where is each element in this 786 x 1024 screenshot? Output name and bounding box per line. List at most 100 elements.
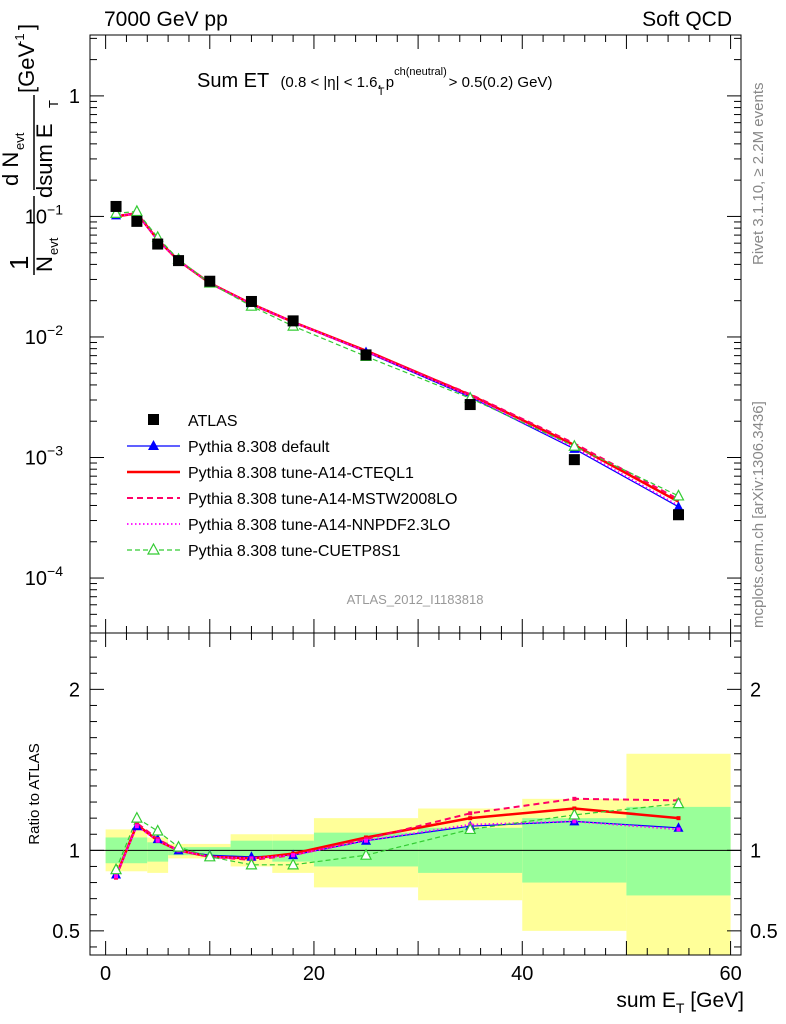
legend-cteql1: Pythia 8.308 tune-A14-CTEQL1 bbox=[127, 465, 414, 482]
main-y-tick-label-2: 10−2 bbox=[25, 322, 63, 349]
ratio-y-tick-label-left-1: 1 bbox=[69, 840, 80, 862]
ratio-point-mstw-9 bbox=[572, 796, 577, 801]
legend-nnpdf: Pythia 8.308 tune-A14-NNPDF2.3LO bbox=[127, 517, 450, 534]
xlabel-sub: T bbox=[676, 1000, 685, 1016]
ratio-y-tick-label-left-2: 0.5 bbox=[52, 921, 80, 943]
main-point-atlas-4 bbox=[204, 275, 216, 287]
title-sup: ch(neutral) bbox=[394, 66, 447, 78]
main-point-atlas-6 bbox=[287, 315, 299, 327]
title-eta-post: | < 1.6, p bbox=[336, 74, 395, 91]
main-y-ticks: 110−110−210−310−4 bbox=[25, 37, 741, 627]
legend-atlas-marker bbox=[148, 414, 159, 425]
main-point-atlas-9 bbox=[568, 454, 580, 466]
ylabel-t: T bbox=[46, 100, 61, 108]
ratio-point-nnpdf-10 bbox=[676, 827, 681, 832]
ratio-point-cuetp8s1-8 bbox=[464, 822, 477, 835]
ratio-point-nnpdf-1 bbox=[134, 824, 139, 829]
main-y-tick-label-base-1: 10 bbox=[25, 206, 47, 228]
main-point-atlas-10 bbox=[673, 509, 685, 521]
main-curves bbox=[115, 210, 680, 508]
ratio-series-line-nnpdf bbox=[115, 820, 679, 877]
main-point-atlas-5 bbox=[245, 295, 257, 307]
ratio-point-cuetp8s1-6 bbox=[287, 858, 300, 870]
ratio-point-cuetp8s1-2 bbox=[151, 824, 164, 836]
xlabel-main: sum E bbox=[616, 989, 676, 1012]
main-point-atlas-1 bbox=[131, 215, 143, 227]
ratio-points bbox=[110, 796, 685, 880]
ylabel-dn-evt: evt bbox=[12, 132, 27, 150]
legend-atlas: ATLAS bbox=[148, 413, 238, 430]
analysis-watermark: ATLAS_2012_I1183818 bbox=[347, 592, 484, 607]
main-y-tick-label-base-4: 10 bbox=[25, 568, 47, 590]
main-point-cuetp8s1-0 bbox=[110, 206, 123, 218]
ratio-y-label: Ratio to ATLAS bbox=[26, 743, 43, 844]
main-y-tick-label-exp-3: −3 bbox=[47, 443, 63, 459]
title-eta: η bbox=[327, 74, 335, 91]
legend-default-label: Pythia 8.308 default bbox=[188, 439, 330, 456]
main-point-atlas-0 bbox=[110, 200, 122, 212]
legend: ATLAS Pythia 8.308 default Pythia 8.308 … bbox=[127, 413, 457, 560]
ratio-x-ticks: 0 20 40 60 bbox=[100, 633, 742, 985]
legend-nnpdf-label: Pythia 8.308 tune-A14-NNPDF2.3LO bbox=[188, 517, 450, 534]
main-point-cuetp8s1-1 bbox=[130, 204, 143, 217]
ratio-x-tick-label-1: 20 bbox=[303, 963, 325, 985]
title-sub: T bbox=[378, 86, 385, 98]
legend-cuetp8s1-label: Pythia 8.308 tune-CUETP8S1 bbox=[188, 543, 401, 560]
legend-mstw: Pythia 8.308 tune-A14-MSTW2008LO bbox=[127, 491, 457, 508]
ratio-point-cuetp8s1-3 bbox=[172, 840, 185, 852]
header-energy-label: 7000 GeV pp bbox=[104, 8, 228, 31]
legend-cuetp8s1-marker bbox=[146, 542, 161, 555]
title-eta-pre: (0.8 < | bbox=[280, 74, 327, 91]
plot-title: Sum ET (0.8 < |η| < 1.6, pch(neutral) T >… bbox=[197, 66, 552, 98]
ratio-point-cteql1-10 bbox=[676, 816, 681, 821]
main-point-atlas-2 bbox=[152, 238, 164, 250]
ratio-y-tick-label-left-0: 2 bbox=[69, 679, 80, 701]
main-y-tick-label-exp-4: −4 bbox=[47, 563, 63, 579]
legend-mstw-label: Pythia 8.308 tune-A14-MSTW2008LO bbox=[188, 491, 457, 508]
ratio-point-cuetp8s1-4 bbox=[203, 850, 216, 862]
header-category-label: Soft QCD bbox=[642, 8, 732, 31]
main-y-tick-label-0: 1 bbox=[69, 86, 80, 108]
ratio-point-mstw-1 bbox=[134, 820, 139, 825]
ratio-point-default-10 bbox=[673, 822, 684, 832]
main-point-cuetp8s1-9 bbox=[568, 439, 581, 451]
ratio-y-tick-label-right-1: 1 bbox=[750, 840, 761, 862]
ylabel-minus1: -1 bbox=[12, 33, 27, 45]
ratio-y-ticks: 2 2 1 1 0.5 0.5 bbox=[52, 640, 778, 948]
main-series-line-default bbox=[115, 213, 679, 508]
main-y-tick-label-3: 10−3 bbox=[25, 443, 63, 470]
main-y-tick-label-base-3: 10 bbox=[25, 448, 47, 470]
main-series-line-nnpdf bbox=[115, 212, 679, 507]
ratio-green-band-10 bbox=[626, 806, 731, 896]
ratio-point-cuetp8s1-0 bbox=[110, 862, 123, 875]
ratio-point-nnpdf-2 bbox=[155, 838, 160, 843]
main-points bbox=[110, 200, 685, 521]
ratio-frame bbox=[89, 632, 742, 956]
main-point-default-10 bbox=[673, 501, 684, 511]
ylabel-dn: d N bbox=[0, 152, 23, 186]
ratio-x-tick-label-3: 60 bbox=[719, 963, 741, 985]
main-panel: 110−110−210−310−4 Sum ET (0.8 < |η| < 1.… bbox=[0, 24, 742, 634]
ratio-point-cuetp8s1-5 bbox=[245, 858, 258, 870]
main-y-tick-label-4: 10−4 bbox=[25, 563, 63, 590]
ratio-point-cuetp8s1-9 bbox=[568, 808, 581, 820]
ratio-point-mstw-8 bbox=[468, 811, 473, 816]
ratio-x-tick-label-0: 0 bbox=[100, 963, 111, 985]
ratio-green-band-5 bbox=[230, 840, 273, 859]
main-point-atlas-7 bbox=[360, 349, 372, 361]
main-y-tick-label-exp-1: −1 bbox=[47, 201, 63, 217]
main-y-label: 1 N evt d N evt dsum E T [GeV -1 ] bbox=[0, 24, 61, 275]
ratio-point-nnpdf-7 bbox=[364, 838, 369, 843]
ylabel-units: [GeV bbox=[14, 43, 39, 93]
legend-default: Pythia 8.308 default bbox=[127, 439, 330, 456]
main-y-tick-label-base-2: 10 bbox=[25, 327, 47, 349]
ylabel-n: N bbox=[32, 256, 57, 272]
xlabel-units: [GeV] bbox=[684, 989, 744, 1012]
ratio-x-tick-label-2: 40 bbox=[511, 963, 533, 985]
ratio-point-cuetp8s1-10 bbox=[672, 796, 685, 809]
legend-atlas-label: ATLAS bbox=[188, 413, 238, 430]
main-y-tick-label-exp-2: −2 bbox=[47, 322, 63, 338]
ylabel-one: 1 bbox=[4, 256, 34, 270]
legend-cuetp8s1: Pythia 8.308 tune-CUETP8S1 bbox=[127, 542, 401, 560]
